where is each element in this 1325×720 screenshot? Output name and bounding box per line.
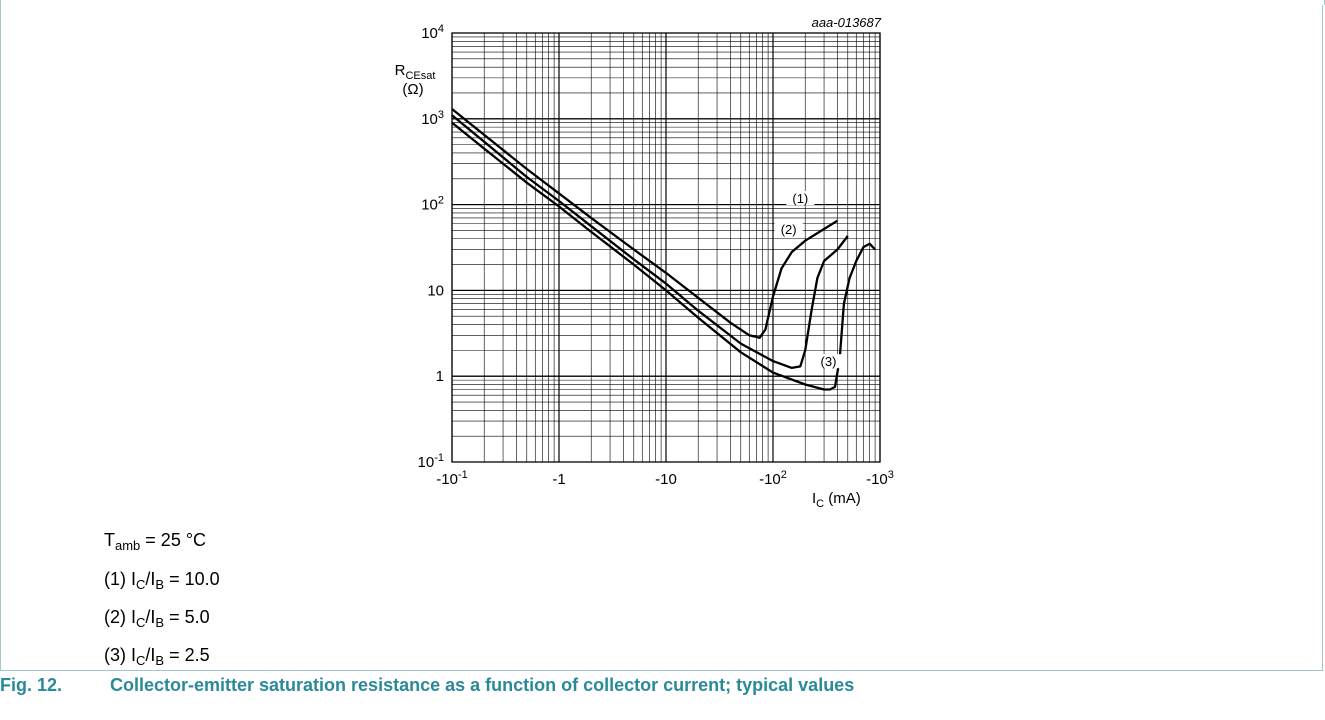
x-tick-label: -102: [759, 469, 787, 488]
condition-series-1: (1) IC/IB = 10.0: [104, 569, 220, 592]
chart-grid: [451, 32, 881, 463]
y-tick-label: 104: [421, 23, 444, 42]
y-tick-label: 1: [436, 368, 444, 385]
y-tick-label: 103: [421, 109, 444, 128]
y-tick-label: 102: [421, 195, 444, 214]
condition-series-2: (2) IC/IB = 5.0: [104, 607, 210, 630]
series-label-bg: [814, 354, 843, 369]
figure-number: Fig. 12.: [0, 675, 63, 695]
series-2-curve: [451, 114, 849, 370]
y-tick-label: 10-1: [418, 452, 444, 471]
series-label-bg: [774, 221, 803, 236]
series-label-bg: [786, 191, 815, 206]
chart-labels: 10-1 1 10 102 103 104 -10-1 -1 -10 -102 -103 RCEsat…: [395, 23, 894, 510]
y-tick-label: 10: [427, 282, 444, 299]
x-tick-label: -10-1: [436, 469, 467, 488]
figure-frame: [0, 5, 1323, 671]
series-1-label: (1): [792, 191, 808, 206]
chart: 10-1 1 10 102 103 104 -10-1 -1 -10 -102 -103 RCEsat…: [395, 15, 894, 510]
plot-border: [451, 32, 881, 463]
chart-series: [451, 108, 876, 391]
figure-caption: Fig. 12. Collector-emitter saturation res…: [0, 671, 1325, 699]
figure-title: Collector-emitter saturation resistance …: [110, 675, 855, 695]
x-tick-label: -103: [866, 469, 894, 488]
series-2-label: (2): [781, 222, 797, 237]
y-axis-unit: (Ω): [402, 81, 423, 98]
series-3-label: (3): [821, 354, 837, 369]
x-axis-label: IC (mA): [812, 490, 861, 510]
series-3-curve: [451, 121, 876, 391]
y-axis-label: RCEsat: [395, 62, 436, 82]
figure-id: aaa-013687: [812, 15, 882, 30]
condition-series-3: (3) IC/IB = 2.5: [104, 645, 210, 668]
series-1-curve: [451, 108, 839, 339]
condition-tamb: Tamb = 25 °C: [104, 530, 207, 553]
x-tick-label: -1: [552, 471, 565, 488]
x-tick-label: -10: [655, 471, 677, 488]
